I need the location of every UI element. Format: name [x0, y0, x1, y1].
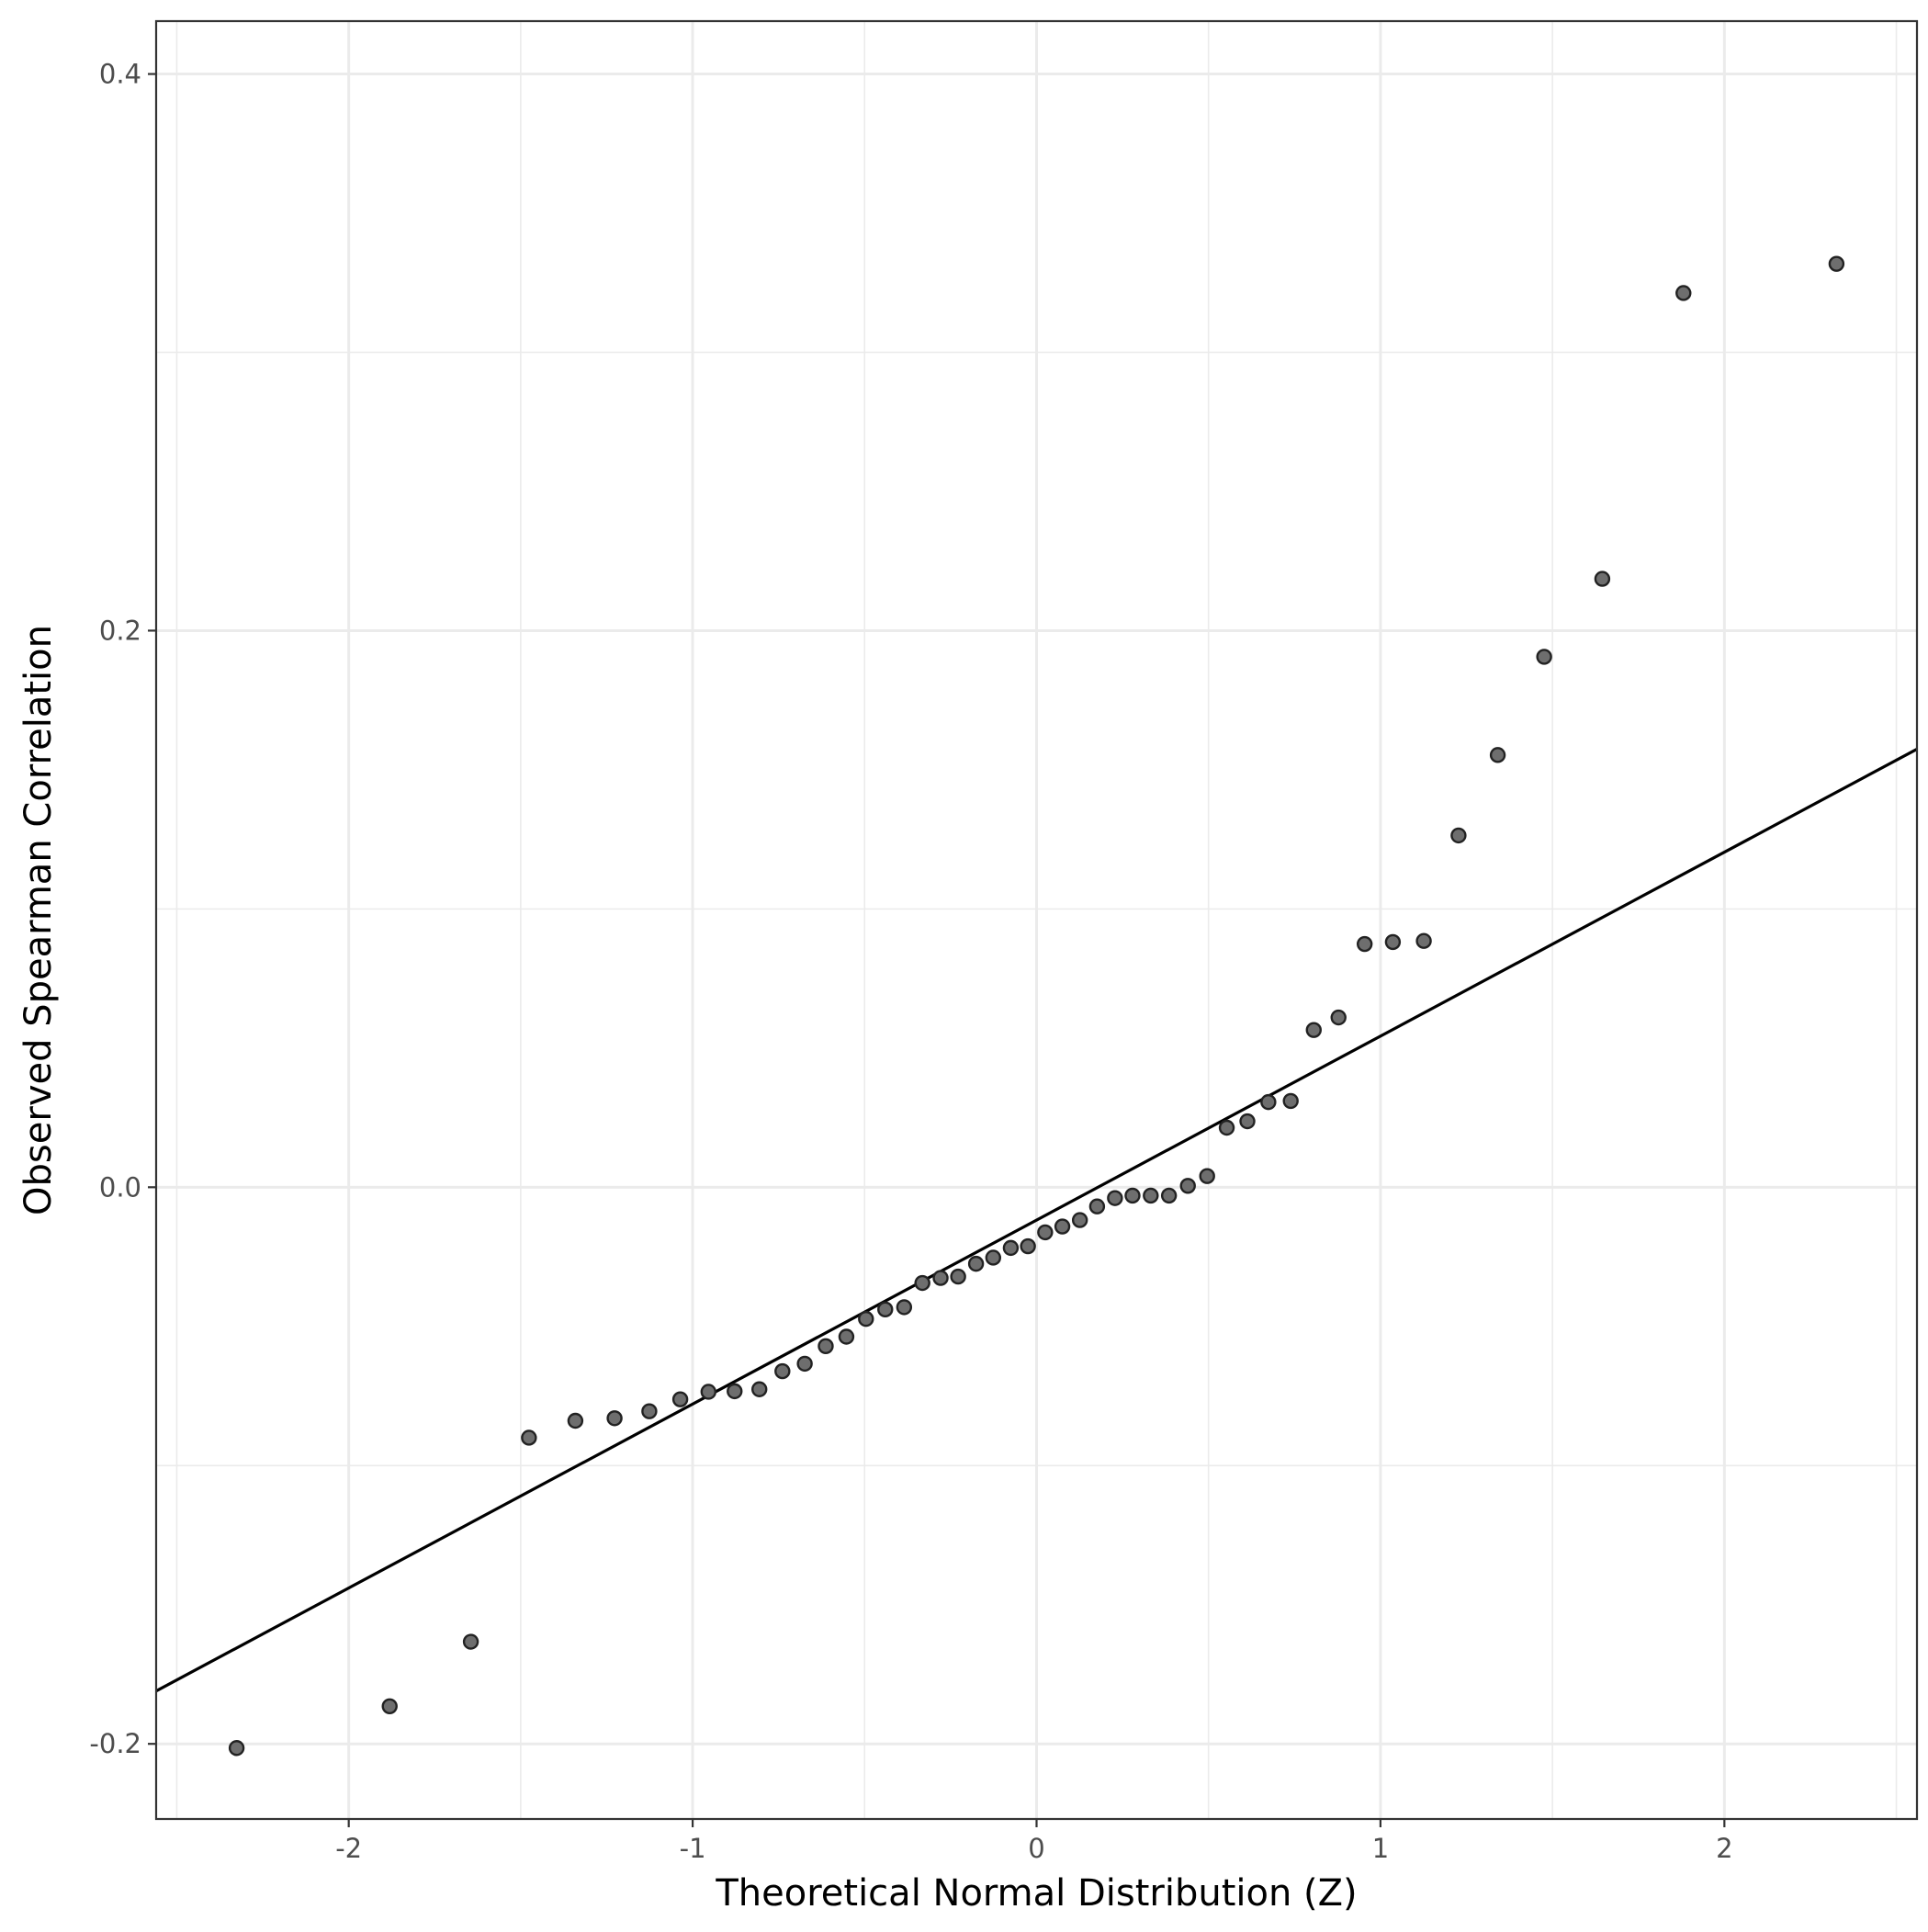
data-point — [1037, 1224, 1054, 1241]
x-axis: -2 -1 0 1 2 — [335, 1819, 1733, 1864]
data-point — [1282, 1092, 1299, 1110]
data-point — [1305, 1022, 1322, 1038]
y-axis-title: Observed Spearman Correlation — [17, 625, 60, 1215]
data-point — [567, 1412, 584, 1429]
x-tick-label: 2 — [1716, 1833, 1732, 1864]
data-point — [838, 1328, 855, 1345]
data-point — [1071, 1212, 1088, 1228]
data-point — [727, 1383, 743, 1400]
data-point — [858, 1310, 874, 1328]
data-point — [877, 1301, 894, 1318]
x-axis-title: Theoretical Normal Distribution (Z) — [715, 1872, 1357, 1915]
data-point — [774, 1362, 791, 1380]
data-point — [1675, 285, 1692, 301]
data-point — [521, 1429, 537, 1446]
y-tick-label: 0.0 — [99, 1171, 141, 1203]
y-tick-label: 0.4 — [99, 59, 141, 90]
x-tick-label: 1 — [1372, 1833, 1389, 1864]
data-point — [228, 1740, 245, 1757]
data-point — [606, 1410, 623, 1427]
y-tick-label: -0.2 — [89, 1728, 141, 1759]
data-point — [1536, 649, 1552, 665]
data-point — [1002, 1239, 1020, 1257]
data-point — [1415, 932, 1432, 949]
data-point — [1143, 1187, 1159, 1204]
data-point — [817, 1338, 834, 1355]
data-point — [671, 1391, 689, 1407]
data-point — [914, 1274, 930, 1292]
data-point — [1330, 1009, 1347, 1026]
data-point — [1179, 1178, 1196, 1194]
data-point — [1088, 1198, 1106, 1215]
data-point — [1260, 1093, 1277, 1111]
data-point — [1218, 1119, 1235, 1136]
reference-line-layer — [155, 748, 1918, 1693]
x-tick-label: -2 — [335, 1833, 362, 1864]
data-point — [950, 1268, 966, 1285]
data-point — [751, 1381, 768, 1397]
data-point — [1384, 933, 1402, 951]
data-point — [967, 1255, 985, 1272]
reference-line — [155, 748, 1918, 1693]
data-point — [462, 1633, 479, 1650]
y-tick-label: 0.2 — [99, 615, 141, 646]
data-point — [1594, 571, 1611, 587]
data-point — [796, 1355, 813, 1373]
data-point — [1239, 1113, 1256, 1130]
data-point — [1020, 1237, 1036, 1255]
data-point — [1450, 827, 1467, 844]
x-tick-label: 0 — [1028, 1833, 1044, 1864]
data-point — [641, 1403, 658, 1419]
x-tick-label: -1 — [680, 1833, 706, 1864]
data-point — [932, 1270, 949, 1286]
data-point — [1107, 1190, 1123, 1206]
data-point — [896, 1299, 913, 1316]
data-point — [1199, 1168, 1215, 1184]
data-point — [700, 1384, 717, 1400]
data-point — [381, 1698, 398, 1715]
y-axis: -0.2 0.0 0.2 0.4 — [89, 59, 156, 1759]
data-point — [1828, 255, 1845, 272]
data-point — [1054, 1218, 1071, 1235]
data-point — [1489, 747, 1506, 763]
data-point — [1160, 1187, 1178, 1204]
data-point — [1124, 1187, 1141, 1204]
data-point — [1356, 935, 1373, 953]
data-points — [228, 255, 1845, 1757]
data-point — [985, 1249, 1002, 1266]
major-gridlines — [156, 21, 1917, 1819]
